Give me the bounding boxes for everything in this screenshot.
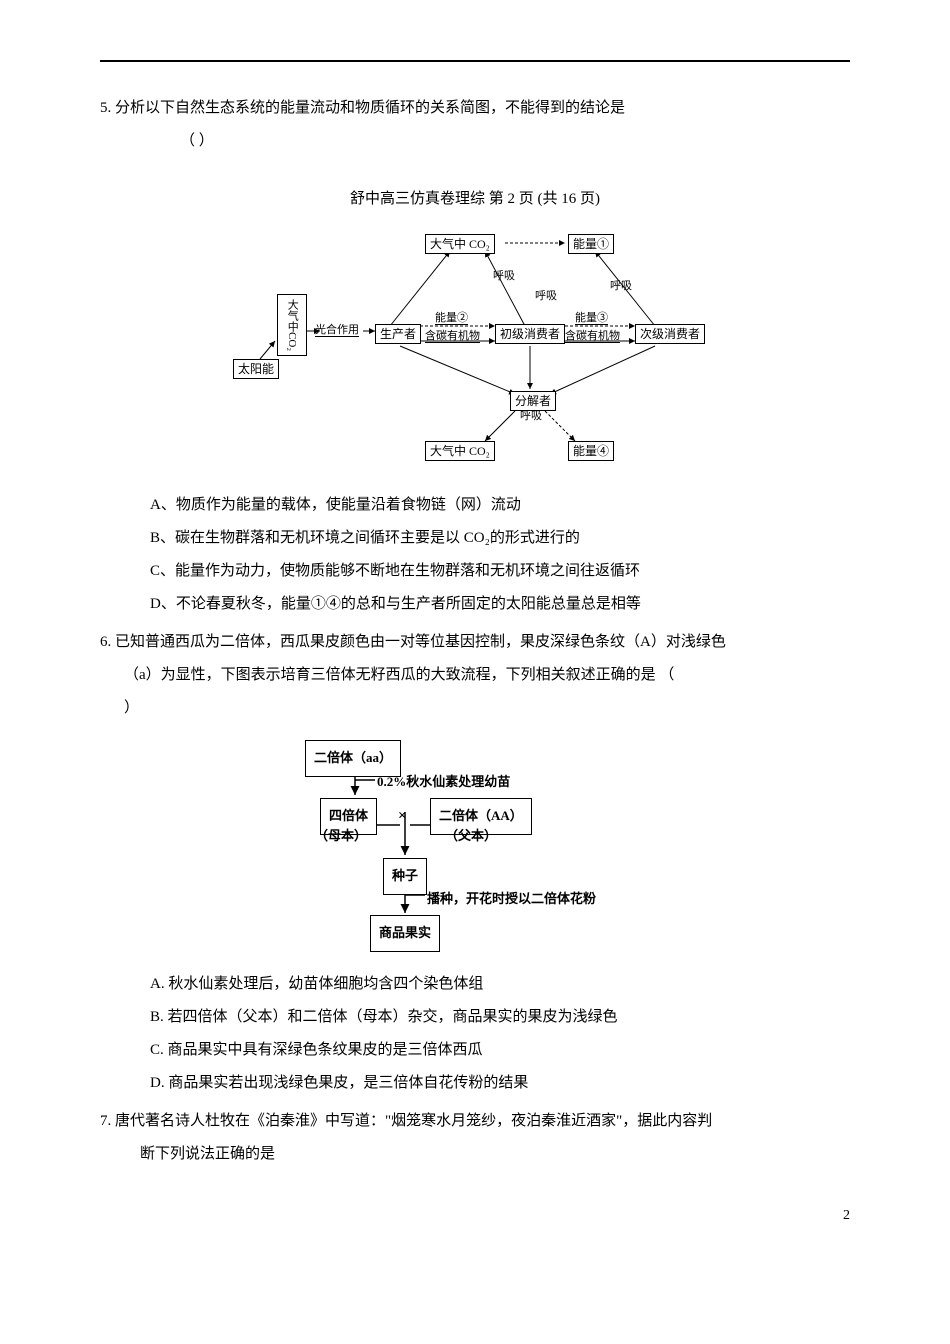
d1-photosyn: 光合作用 (315, 325, 359, 337)
d2-seed: 种子 (383, 858, 427, 895)
d2-mother: （母本） (315, 822, 367, 851)
q6-options: A. 秋水仙素处理后，幼苗体细胞均含四个染色体组 B. 若四倍体（父本）和二倍体… (100, 968, 850, 1100)
d2-plant-note: 播种，开花时授以二倍体花粉 (427, 885, 596, 914)
page-header: 舒中高三仿真卷理综 第 2 页 (共 16 页) (100, 183, 850, 216)
d1-producer: 生产者 (375, 324, 421, 344)
d1-co2-bottom: 大气中 CO₂ (425, 441, 495, 461)
q6-option-c: C. 商品果实中具有深绿色条纹果皮的是三倍体西瓜 (150, 1034, 850, 1067)
d2-fruit: 商品果实 (370, 915, 440, 952)
d2-cross: × (398, 800, 407, 833)
d2-father: （父本） (445, 822, 497, 851)
q5-text: 5. 分析以下自然生态系统的能量流动和物质循环的关系简图，不能得到的结论是 (100, 92, 850, 125)
question-7: 7. 唐代著名诗人杜牧在《泊秦淮》中写道："烟笼寒水月笼纱，夜泊秦淮近酒家"，据… (100, 1105, 850, 1171)
top-horizontal-rule (100, 60, 850, 62)
page-number: 2 (100, 1201, 850, 1232)
q7-line1: 7. 唐代著名诗人杜牧在《泊秦淮》中写道："烟笼寒水月笼纱，夜泊秦淮近酒家"，据… (100, 1105, 850, 1138)
breeding-diagram: 二倍体（aa） 0.2%秋水仙素处理幼苗 四倍体 （母本） × 二倍体（AA） … (255, 740, 695, 940)
d1-breath3: 呼吸 (610, 281, 632, 292)
q5-paren: （ ） (100, 125, 850, 158)
d1-solar: 太阳能 (233, 359, 279, 379)
diagram1-container: 大气中 CO₂ 能量① 呼吸 呼吸 呼吸 大气中CO₂ 太阳能 光合作用 生产者… (100, 231, 850, 474)
q7-number: 7. (100, 1113, 111, 1129)
d1-decomposer: 分解者 (510, 391, 556, 411)
q6-number: 6. (100, 634, 111, 650)
d1-primary: 初级消费者 (495, 324, 565, 344)
d1-energy2: 能量② (435, 313, 468, 325)
q6-line1: 6. 已知普通西瓜为二倍体，西瓜果皮颜色由一对等位基因控制，果皮深绿色条纹（A）… (100, 626, 850, 659)
d1-co2-top: 大气中 CO₂ (425, 234, 495, 254)
d1-co2-left: 大气中CO₂ (277, 294, 307, 356)
q6-line2: （a）为显性，下图表示培育三倍体无籽西瓜的大致流程，下列相关叙述正确的是 （ (100, 659, 850, 692)
d1-energy4: 能量④ (568, 441, 614, 461)
d1-breath1: 呼吸 (493, 271, 515, 282)
d1-breath2: 呼吸 (535, 291, 557, 302)
q6-option-a: A. 秋水仙素处理后，幼苗体细胞均含四个染色体组 (150, 968, 850, 1001)
diagram2-container: 二倍体（aa） 0.2%秋水仙素处理幼苗 四倍体 （母本） × 二倍体（AA） … (100, 740, 850, 953)
d1-secondary: 次级消费者 (635, 324, 705, 344)
ecosystem-diagram: 大气中 CO₂ 能量① 呼吸 呼吸 呼吸 大气中CO₂ 太阳能 光合作用 生产者… (215, 231, 735, 461)
q6-option-b: B. 若四倍体（父本）和二倍体（母本）杂交，商品果实的果皮为浅绿色 (150, 1001, 850, 1034)
q5-number: 5. (100, 100, 111, 116)
d1-energy1: 能量① (568, 234, 614, 254)
question-5: 5. 分析以下自然生态系统的能量流动和物质循环的关系简图，不能得到的结论是 （ … (100, 92, 850, 158)
q6-body1: 已知普通西瓜为二倍体，西瓜果皮颜色由一对等位基因控制，果皮深绿色条纹（A）对浅绿… (115, 634, 726, 650)
d2-colchicine: 0.2%秋水仙素处理幼苗 (377, 768, 510, 797)
q6-option-d: D. 商品果实若出现浅绿色果皮，是三倍体自花传粉的结果 (150, 1067, 850, 1100)
q5-options: A、物质作为能量的载体，使能量沿着食物链（网）流动 B、碳在生物群落和无机环境之… (100, 489, 850, 621)
d1-breath4: 呼吸 (520, 411, 542, 422)
q5-option-c: C、能量作为动力，使物质能够不断地在生物群落和无机环境之间往返循环 (150, 555, 850, 588)
q5-option-b: B、碳在生物群落和无机环境之间循环主要是以 CO₂的形式进行的 (150, 522, 850, 555)
q5-body: 分析以下自然生态系统的能量流动和物质循环的关系简图，不能得到的结论是 (115, 100, 625, 116)
q6-line3: ） (100, 692, 850, 725)
d1-energy3: 能量③ (575, 313, 608, 325)
q5-option-d: D、不论春夏秋冬，能量①④的总和与生产者所固定的太阳能总量总是相等 (150, 588, 850, 621)
q5-option-a: A、物质作为能量的载体，使能量沿着食物链（网）流动 (150, 489, 850, 522)
d1-carbon1: 含碳有机物 (425, 331, 480, 343)
question-6: 6. 已知普通西瓜为二倍体，西瓜果皮颜色由一对等位基因控制，果皮深绿色条纹（A）… (100, 626, 850, 725)
d1-carbon2: 含碳有机物 (565, 331, 620, 343)
q7-body1: 唐代著名诗人杜牧在《泊秦淮》中写道："烟笼寒水月笼纱，夜泊秦淮近酒家"，据此内容… (115, 1113, 712, 1129)
q7-line2: 断下列说法正确的是 (100, 1138, 850, 1171)
